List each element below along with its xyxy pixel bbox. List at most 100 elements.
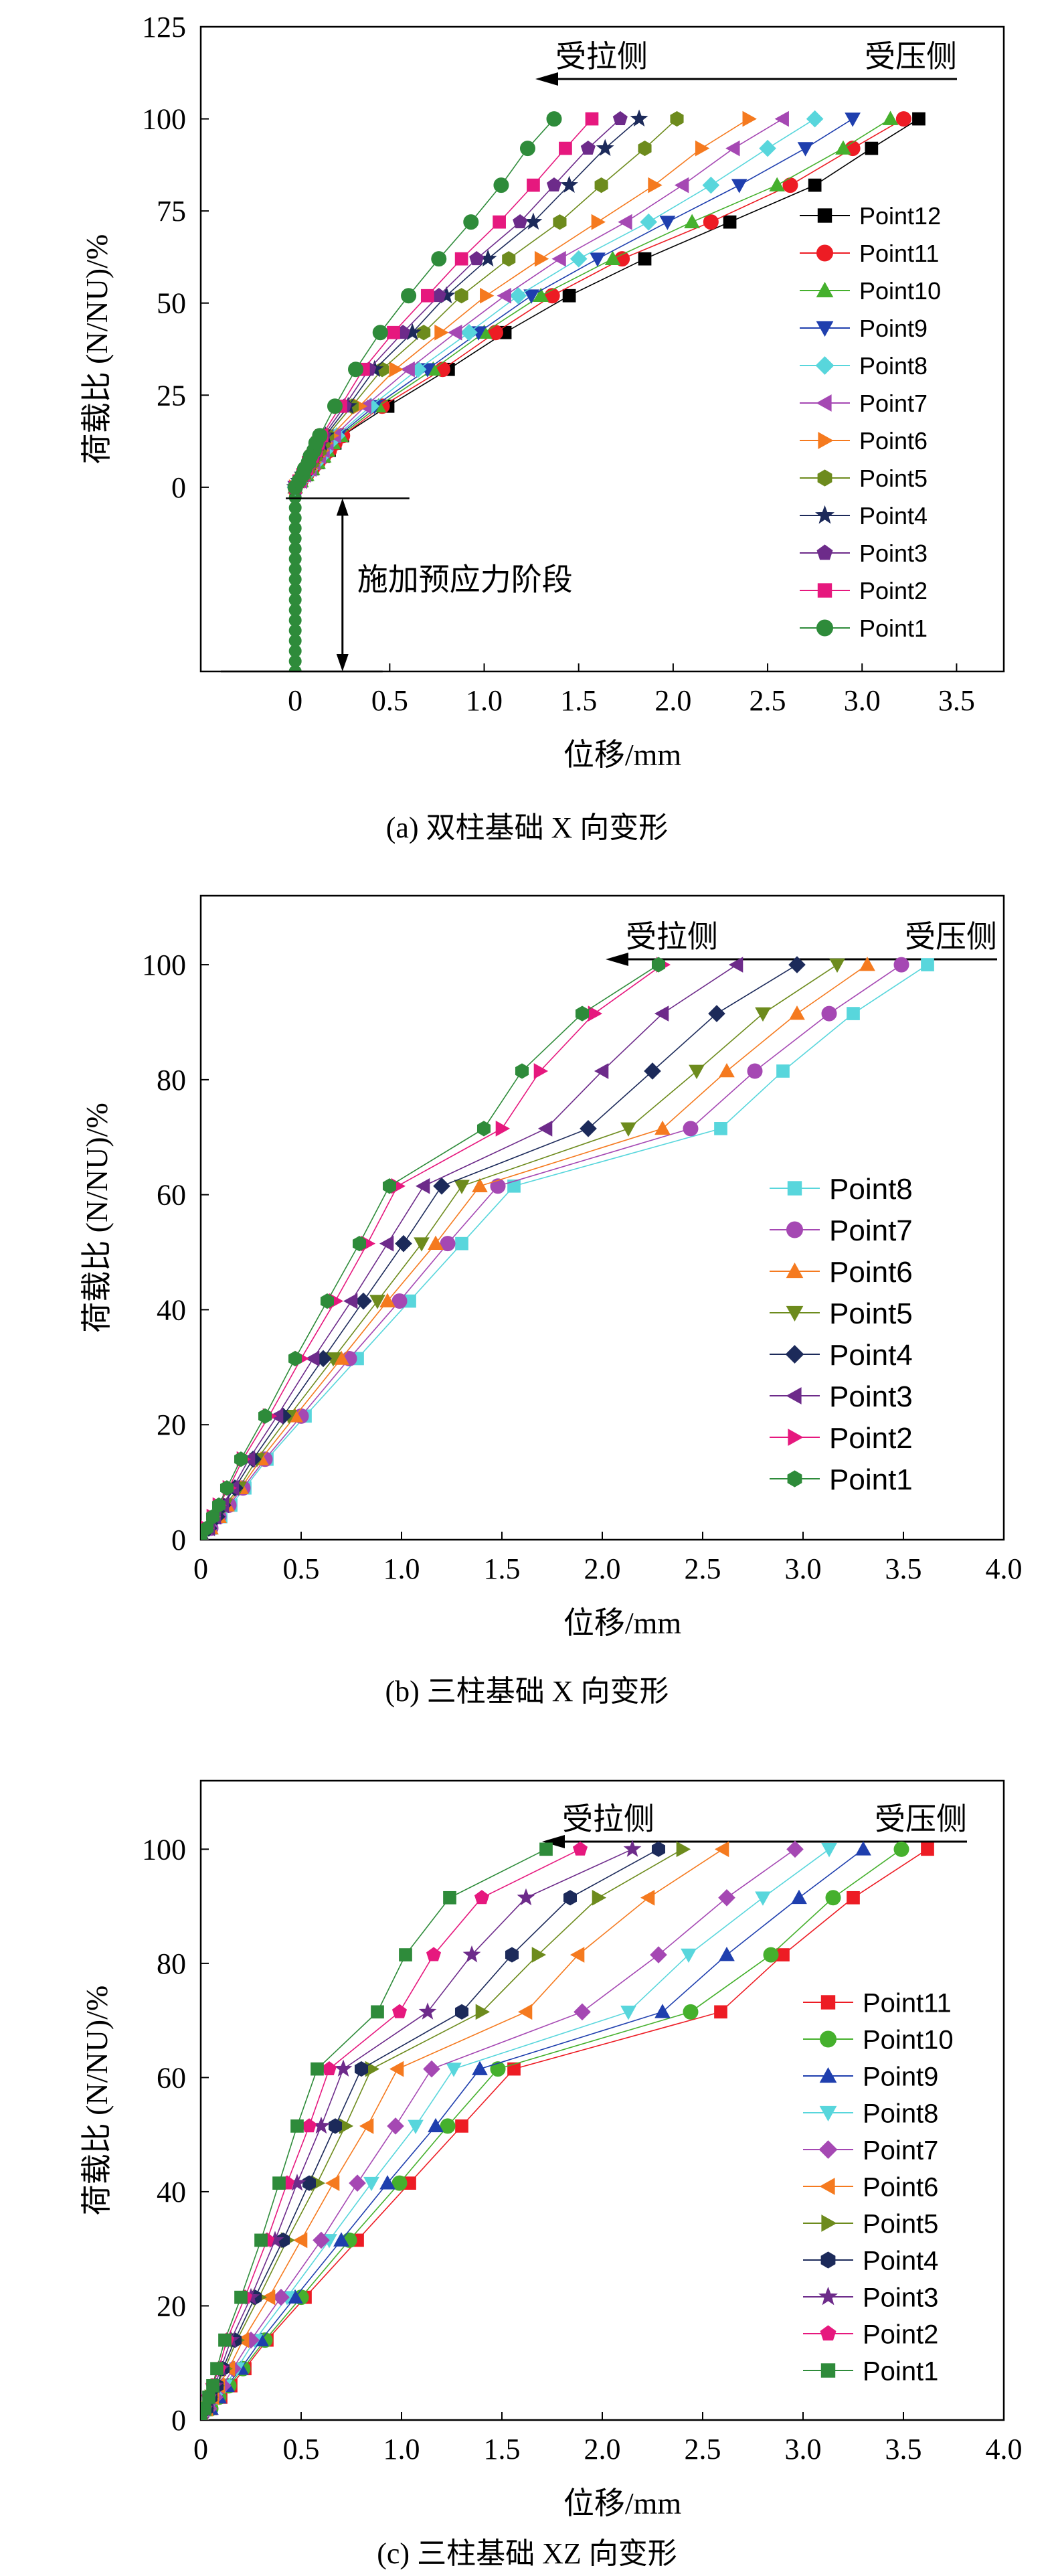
data-point <box>433 1177 450 1195</box>
legend: Point12 Point11 Point10 Point9 Point8 Point7 P… <box>800 202 941 642</box>
series-point11 <box>287 111 911 495</box>
data-point <box>623 1840 642 1857</box>
data-point <box>391 2004 408 2018</box>
data-point <box>747 1063 763 1079</box>
compression-side-label: 受压侧 <box>865 39 957 74</box>
data-point <box>400 361 415 378</box>
data-point <box>395 1234 412 1253</box>
data-point <box>311 2062 324 2076</box>
tension-side-label: 受拉侧 <box>555 39 648 74</box>
data-point <box>674 177 689 193</box>
data-point <box>702 176 720 194</box>
tension-side-label: 受拉侧 <box>626 920 718 954</box>
data-point <box>454 1180 470 1194</box>
data-point <box>546 177 562 192</box>
data-point <box>272 2288 290 2306</box>
x-tick-label: 1.0 <box>383 1552 420 1585</box>
data-point <box>363 2176 379 2192</box>
series-point1 <box>201 957 666 1540</box>
legend-label: Point4 <box>829 1339 913 1372</box>
legend-marker <box>821 2215 837 2232</box>
x-tick-label: 3.5 <box>938 684 975 717</box>
legend-label: Point6 <box>829 1256 913 1289</box>
legend-marker <box>815 356 835 375</box>
series-line <box>201 964 928 1540</box>
legend-marker <box>785 1345 804 1364</box>
data-point <box>414 1237 430 1252</box>
data-point <box>620 1122 636 1137</box>
legend-label: Point5 <box>859 465 928 492</box>
data-point <box>288 1350 302 1367</box>
data-point <box>821 1005 837 1022</box>
data-point <box>725 140 740 157</box>
data-point <box>562 289 576 303</box>
data-point <box>454 2004 469 2020</box>
series-line <box>294 118 750 488</box>
data-point <box>574 2003 591 2021</box>
legend-label: Point10 <box>863 2025 954 2055</box>
data-point <box>689 1064 705 1080</box>
data-point <box>507 2062 521 2076</box>
data-point <box>460 323 478 341</box>
data-point <box>428 2117 444 2133</box>
legend-label: Point6 <box>859 427 928 455</box>
data-point <box>569 250 588 268</box>
data-point <box>469 251 485 266</box>
data-point <box>594 1063 609 1079</box>
y-tick-label: 80 <box>157 1947 186 1980</box>
y-tick-label: 50 <box>157 287 186 320</box>
data-point <box>202 2391 215 2404</box>
y-axis-label: 荷载比 (N/NU)/% <box>80 1103 114 1333</box>
data-point <box>517 2004 533 2020</box>
legend-marker <box>819 2067 837 2083</box>
series-line <box>201 964 838 1540</box>
data-point <box>539 1842 553 1856</box>
legend-label: Point11 <box>863 1988 952 2018</box>
x-tick-label: 2.5 <box>750 684 786 717</box>
data-point <box>493 177 509 193</box>
data-point <box>731 179 748 193</box>
data-point <box>591 214 606 230</box>
series-group <box>201 956 934 1540</box>
data-point <box>618 214 632 230</box>
legend-marker <box>817 208 832 223</box>
data-point <box>575 1005 590 1022</box>
legend-label: Point8 <box>829 1173 913 1206</box>
legend-marker <box>818 432 834 449</box>
data-point <box>718 1888 735 1907</box>
x-tick-label: 2.5 <box>685 1552 721 1585</box>
data-point <box>371 2005 384 2019</box>
legend-item-point3: Point3 <box>800 540 928 567</box>
y-tick-label: 20 <box>157 1408 186 1441</box>
legend-item-point11: Point11 <box>800 240 939 267</box>
series-point9 <box>287 112 861 495</box>
legend-item-point4: Point4 <box>803 2246 938 2275</box>
chart-b-plot: 0 0.5 1.0 1.5 2.0 2.5 3.0 3.5 4.0 0 20 40 60 80 100 位移/… <box>80 894 1023 1640</box>
legend-label: Point1 <box>863 2356 938 2386</box>
data-point <box>343 1293 358 1309</box>
legend-marker <box>788 1429 804 1446</box>
data-point <box>531 1947 547 1963</box>
y-tick-label: 40 <box>157 1293 186 1326</box>
data-point <box>788 956 806 973</box>
data-point <box>755 1007 771 1022</box>
data-point <box>786 1840 804 1858</box>
data-point <box>580 1120 597 1137</box>
data-point <box>387 2117 404 2135</box>
series-point7 <box>201 957 909 1540</box>
series-line <box>294 118 816 488</box>
data-point <box>328 2118 343 2134</box>
series-line <box>201 964 902 1540</box>
legend-marker <box>816 281 834 298</box>
legend-item-point9: Point9 <box>800 315 928 342</box>
data-point <box>551 250 566 267</box>
data-point <box>497 287 511 304</box>
x-tick-label: 2.0 <box>654 684 691 717</box>
legend-marker <box>819 2105 837 2122</box>
x-tick-label: 0.5 <box>283 1552 320 1585</box>
direction-arrow-head <box>542 1835 565 1848</box>
data-point <box>534 250 549 267</box>
data-point <box>211 1497 226 1514</box>
data-point <box>537 1121 553 1137</box>
data-point <box>553 214 567 230</box>
